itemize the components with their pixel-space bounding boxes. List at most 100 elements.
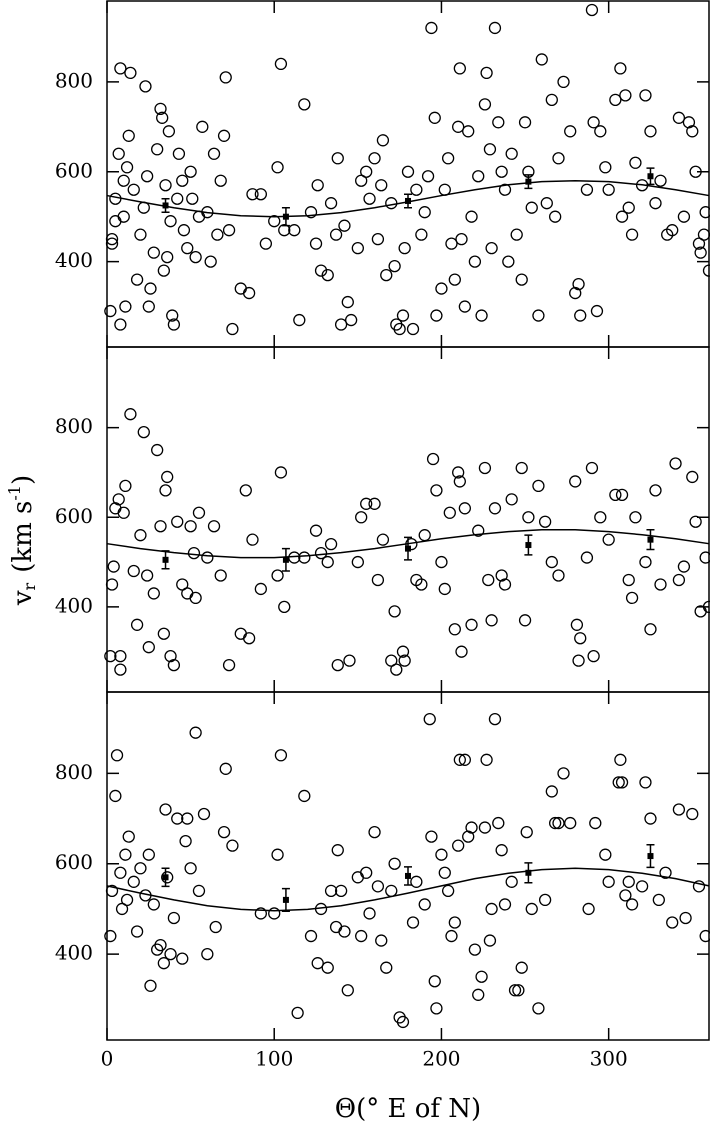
data-point <box>157 627 171 640</box>
data-point <box>441 884 455 898</box>
data-point <box>134 228 147 241</box>
data-point <box>488 712 502 726</box>
data-point <box>329 228 343 241</box>
data-point <box>465 210 478 223</box>
data-point <box>666 916 679 929</box>
data-point <box>430 309 443 322</box>
data-point <box>564 816 577 830</box>
data-point <box>564 125 577 138</box>
data-point <box>478 821 492 834</box>
data-point <box>654 174 667 187</box>
data-point <box>268 215 281 228</box>
data-point <box>334 884 348 898</box>
data-point <box>652 893 665 907</box>
data-point <box>278 600 291 614</box>
data-point <box>515 961 528 974</box>
data-point <box>465 618 478 631</box>
data-point <box>609 93 622 107</box>
data-point <box>485 614 498 627</box>
data-point <box>421 170 435 183</box>
data-point <box>483 143 497 156</box>
data-point <box>510 228 523 241</box>
data-point <box>515 461 528 475</box>
data-point <box>147 898 160 911</box>
data-point <box>176 952 189 965</box>
data-point <box>334 318 348 331</box>
data-point <box>368 152 381 165</box>
data-point <box>211 228 224 241</box>
data-point <box>426 452 440 466</box>
data-point <box>545 93 558 107</box>
data-point <box>614 753 627 766</box>
data-point <box>144 282 157 295</box>
y-tick-label: 600 <box>55 158 93 182</box>
data-point <box>363 907 376 920</box>
data-point <box>453 475 466 488</box>
data-point <box>271 848 284 861</box>
data-point <box>639 776 652 789</box>
data-point <box>360 866 373 879</box>
data-point <box>368 497 381 510</box>
data-point <box>311 957 324 970</box>
data-point <box>505 493 518 506</box>
data-point <box>569 286 582 300</box>
data-point <box>522 511 535 524</box>
data-point <box>105 233 119 246</box>
data-point <box>475 970 488 983</box>
data-point <box>338 219 351 232</box>
data-point <box>580 551 594 564</box>
data-point <box>629 156 642 169</box>
data-point <box>222 224 236 237</box>
x-tick-label: 100 <box>255 1047 293 1071</box>
data-point <box>572 277 585 291</box>
data-point <box>157 264 171 277</box>
data-point <box>644 125 657 138</box>
data-point <box>520 825 533 839</box>
data-point <box>697 228 710 241</box>
data-point <box>109 215 122 228</box>
binned-point <box>405 872 411 879</box>
data-point <box>127 564 140 578</box>
data-point <box>254 582 267 596</box>
data-point <box>485 241 498 255</box>
data-point <box>699 551 710 564</box>
data-point <box>239 484 252 497</box>
data-point <box>187 546 201 560</box>
data-point <box>396 309 410 322</box>
data-point <box>498 183 512 196</box>
data-point <box>385 197 398 210</box>
data-point <box>271 569 284 582</box>
data-point <box>167 658 181 672</box>
fit-curve <box>106 867 710 912</box>
data-point <box>176 174 189 187</box>
data-point <box>142 641 155 654</box>
data-point <box>495 569 508 582</box>
data-point <box>622 573 635 587</box>
data-point <box>692 880 706 893</box>
data-point <box>140 569 154 582</box>
y-tick-label: 800 <box>55 414 93 438</box>
data-point <box>666 224 679 237</box>
data-point <box>619 889 632 902</box>
data-point <box>396 645 410 658</box>
data-point <box>142 300 155 313</box>
data-point <box>104 650 117 663</box>
data-point <box>699 929 710 943</box>
data-point <box>448 273 461 286</box>
data-point <box>139 80 152 93</box>
data-point <box>625 591 639 605</box>
data-point <box>672 573 686 587</box>
data-point <box>271 161 284 174</box>
data-point <box>415 228 428 241</box>
data-point <box>458 753 472 766</box>
data-point <box>452 466 465 479</box>
data-point <box>214 569 227 582</box>
plot-frame <box>106 346 710 693</box>
data-point <box>669 457 682 470</box>
data-point <box>161 871 174 884</box>
data-point <box>142 848 155 861</box>
data-point <box>196 120 209 133</box>
data-point <box>154 520 167 533</box>
data-point <box>455 645 468 658</box>
data-point <box>406 916 420 929</box>
